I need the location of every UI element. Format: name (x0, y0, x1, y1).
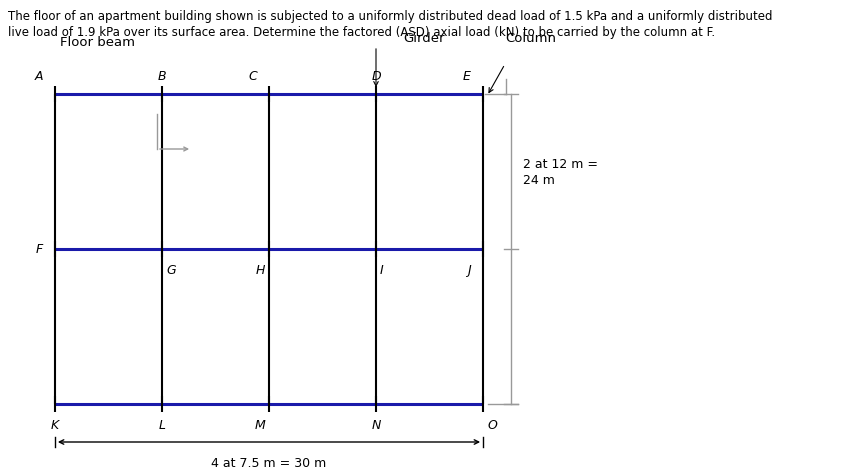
Text: B: B (158, 70, 166, 83)
Text: Column: Column (505, 32, 556, 45)
Text: G: G (166, 263, 175, 277)
Text: O: O (487, 418, 497, 431)
Text: E: E (463, 70, 471, 83)
Text: live load of 1.9 kPa over its surface area. Determine the factored (ASD) axial l: live load of 1.9 kPa over its surface ar… (8, 26, 715, 39)
Text: A: A (35, 70, 43, 83)
Text: The floor of an apartment building shown is subjected to a uniformly distributed: The floor of an apartment building shown… (8, 10, 772, 23)
Text: M: M (254, 418, 265, 431)
Text: Girder: Girder (403, 32, 445, 45)
Text: I: I (380, 263, 384, 277)
Text: 4 at 7.5 m = 30 m: 4 at 7.5 m = 30 m (212, 456, 327, 469)
Text: N: N (372, 418, 381, 431)
Text: F: F (35, 243, 43, 256)
Text: 2 at 12 m =: 2 at 12 m = (523, 158, 598, 170)
Text: H: H (256, 263, 265, 277)
Text: Floor beam: Floor beam (60, 37, 135, 50)
Text: 24 m: 24 m (523, 174, 555, 187)
Text: D: D (372, 70, 381, 83)
Text: J: J (467, 263, 471, 277)
Text: C: C (248, 70, 257, 83)
Text: L: L (158, 418, 166, 431)
Text: K: K (51, 418, 60, 431)
